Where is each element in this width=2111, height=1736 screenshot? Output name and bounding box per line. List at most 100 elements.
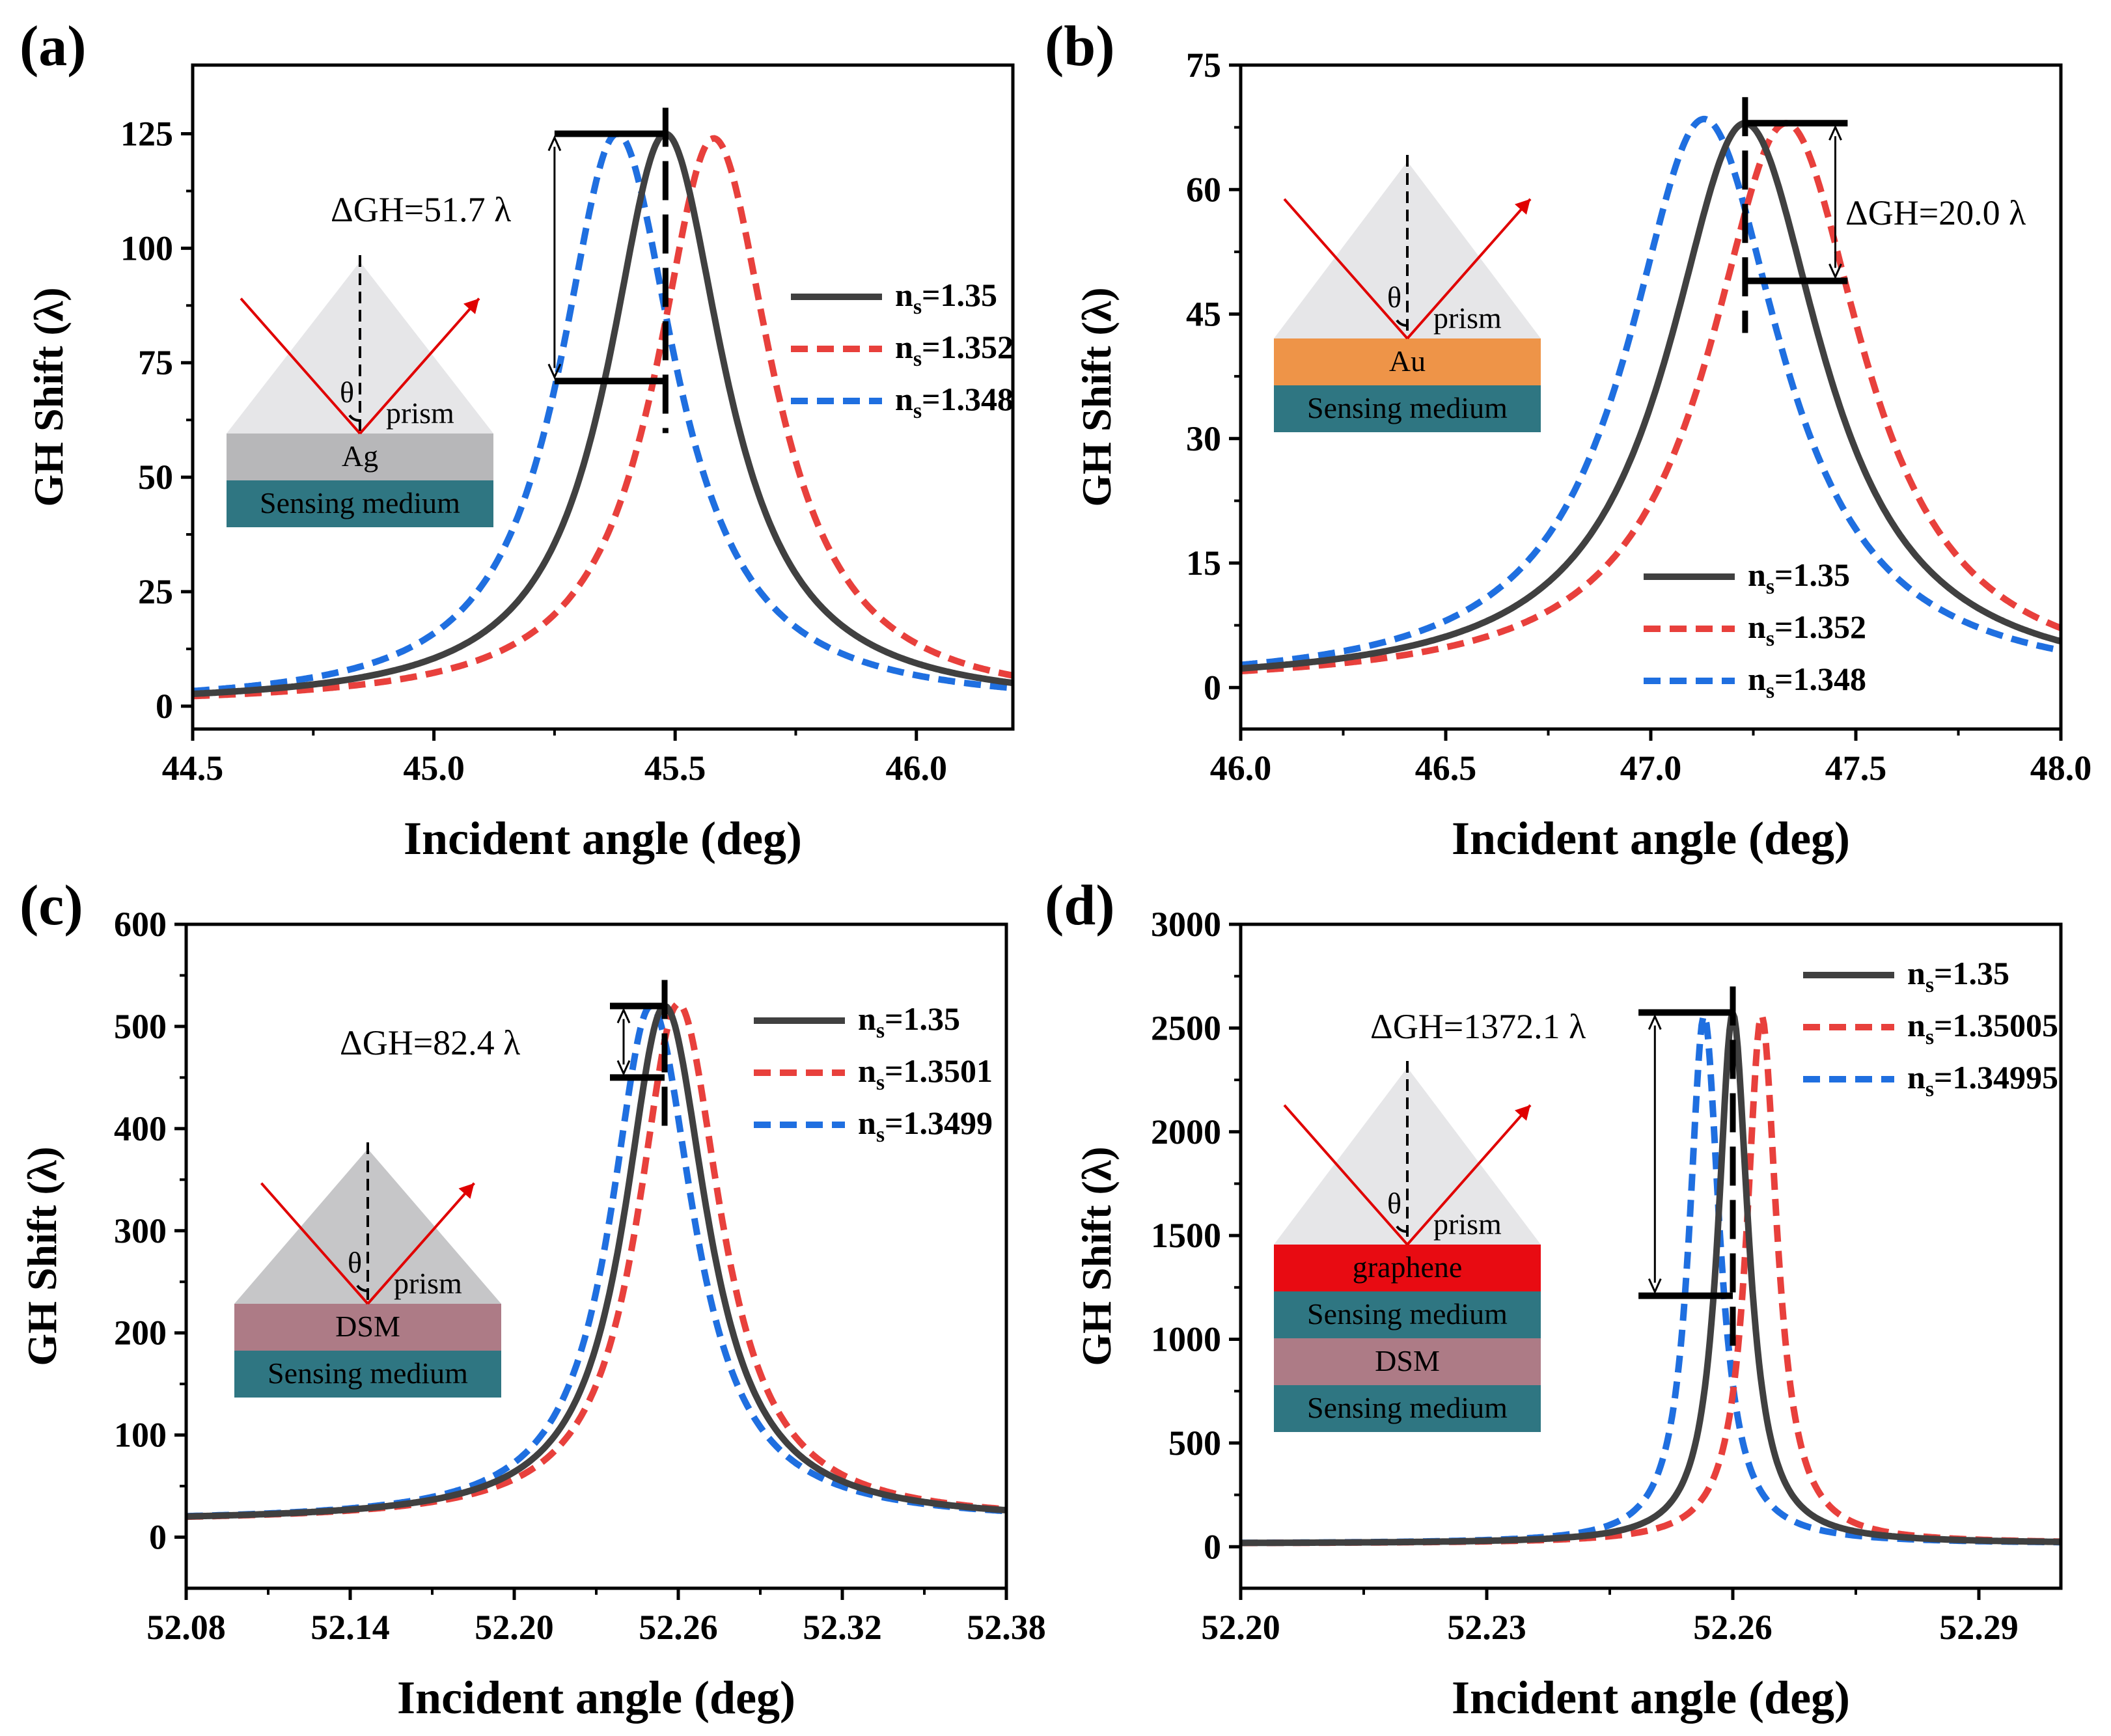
theta-label: θ: [348, 1246, 362, 1279]
series-line-1: [193, 130, 1013, 697]
y-tick-label: 30: [1186, 419, 1221, 458]
y-tick-label: 0: [1204, 668, 1221, 707]
sensing-medium-layer-label: Sensing medium: [260, 486, 460, 519]
delta-gh-annotation: ΔGH=20.0 λ: [1742, 97, 2026, 333]
x-tick-label: 44.5: [162, 749, 224, 788]
x-tick-label: 46.0: [1210, 749, 1272, 788]
prism-label: prism: [394, 1267, 462, 1300]
legend-entry: ns=1.34995: [1907, 1059, 2058, 1101]
x-axis-label: Incident angle (deg): [1452, 812, 1850, 864]
metal-layer-label: Ag: [342, 439, 378, 473]
sensing-medium-layer-label: Sensing medium: [1307, 1297, 1508, 1330]
y-tick-label: 0: [149, 1518, 167, 1557]
graphene-layer: [1274, 1245, 1541, 1291]
x-axis-label: Incident angle (deg): [1452, 1672, 1850, 1724]
legend-sub: s: [876, 1071, 885, 1095]
x-tick-label: 52.08: [146, 1608, 226, 1647]
reflected-ray: [359, 297, 480, 435]
arrow-head-down: [1828, 263, 1842, 280]
legend-sub: s: [1925, 1077, 1934, 1101]
legend-sub: s: [1925, 1025, 1934, 1049]
legend-sub: s: [1766, 679, 1774, 703]
legend-entry: ns=1.348: [1748, 661, 1866, 703]
y-tick-label: 0: [156, 687, 173, 726]
x-tick-label: 47.0: [1620, 749, 1682, 788]
legend-n: n: [858, 1053, 876, 1089]
sensing-medium-layer: [234, 1351, 501, 1398]
reflected-ray: [1406, 198, 1532, 340]
legend-n: n: [858, 1000, 876, 1037]
metal-layer: [227, 434, 493, 480]
prism-label: prism: [1433, 301, 1502, 335]
y-tick-label: 125: [120, 115, 173, 154]
legend-n: n: [1748, 557, 1766, 593]
y-tick-label: 45: [1186, 295, 1221, 334]
x-tick-label: 45.0: [403, 749, 465, 788]
series-line-3: [1241, 115, 2061, 668]
sensing-medium-layer-2-label: Sensing medium: [1307, 1391, 1508, 1424]
legend-entry: ns=1.35: [858, 1000, 960, 1043]
metal-layer-label: Au: [1389, 344, 1426, 378]
legend-n: n: [858, 1105, 876, 1141]
series-line-2: [193, 135, 1013, 700]
y-tick-label: 15: [1186, 544, 1221, 583]
dsm-layer-label: DSM: [1375, 1344, 1440, 1377]
legend-entry: ns=1.35: [1748, 557, 1850, 599]
x-tick-label: 48.0: [2030, 749, 2092, 788]
y-tick-label: 500: [1168, 1424, 1221, 1463]
legend-sub: s: [1766, 575, 1774, 599]
legend-n: n: [1748, 609, 1766, 645]
ray-arrow-head: [458, 1183, 475, 1199]
legend-entry: ns=1.35: [1907, 955, 2009, 997]
sensing-medium-layer: [227, 480, 493, 527]
sensing-medium-layer-2: [1274, 1385, 1541, 1432]
plot-frame: [191, 63, 1015, 731]
x-axis-label: Incident angle (deg): [404, 812, 802, 864]
prism-label: prism: [1433, 1207, 1502, 1241]
y-tick-label: 1000: [1151, 1320, 1221, 1359]
legend-n: n: [1907, 1007, 1925, 1043]
legend-sub: s: [913, 347, 922, 371]
theta-label: θ: [340, 376, 354, 409]
dsm-layer: [1274, 1338, 1541, 1385]
inset-schematic: graphene Sensing medium DSM Sensing medium θ…: [1274, 1061, 1541, 1432]
sensing-medium-layer-label: Sensing medium: [1307, 391, 1508, 424]
legend-value: =1.352: [1774, 609, 1866, 645]
ray-arrow-head: [1515, 1105, 1530, 1121]
x-tick-label: 46.5: [1415, 749, 1477, 788]
arrow-head-down: [1648, 1278, 1662, 1295]
legend-entry: ns=1.3499: [858, 1105, 993, 1147]
y-tick-label: 0: [1204, 1527, 1221, 1566]
sensing-medium-layer-label: Sensing medium: [268, 1357, 468, 1390]
delta-gh-label: ΔGH=51.7 λ: [331, 190, 511, 229]
panel-label: (c): [20, 874, 83, 937]
delta-gh-label: ΔGH=82.4 λ: [340, 1023, 520, 1062]
y-tick-label: 50: [138, 458, 173, 497]
x-tick-label: 47.5: [1825, 749, 1887, 788]
arrow-head-up: [1828, 124, 1842, 141]
metal-layer: [234, 1304, 501, 1351]
x-tick-label: 52.20: [475, 1608, 554, 1647]
legend-value: =1.3501: [885, 1053, 993, 1089]
delta-gh-label: ΔGH=1372.1 λ: [1370, 1007, 1586, 1046]
delta-gh-annotation: ΔGH=82.4 λ: [340, 980, 668, 1130]
y-axis-label: GH Shift (λ): [25, 287, 72, 506]
legend-value: =1.35: [1774, 557, 1850, 593]
x-tick-label: 52.26: [639, 1608, 718, 1647]
x-tick-label: 52.38: [967, 1608, 1046, 1647]
x-tick-label: 52.14: [310, 1608, 390, 1647]
legend-value: =1.348: [1774, 661, 1866, 697]
incident-ray: [240, 297, 361, 435]
series-line-2: [1241, 120, 2061, 675]
y-tick-label: 500: [114, 1007, 167, 1046]
x-tick-label: 46.0: [886, 749, 948, 788]
y-tick-label: 75: [138, 343, 173, 382]
incident-ray: [1283, 1104, 1409, 1246]
arrow-head-up: [547, 135, 562, 152]
legend-n: n: [895, 329, 913, 365]
legend-sub: s: [876, 1019, 885, 1043]
sensing-medium-layer: [1274, 1291, 1541, 1338]
legend-value: =1.3499: [885, 1105, 993, 1141]
